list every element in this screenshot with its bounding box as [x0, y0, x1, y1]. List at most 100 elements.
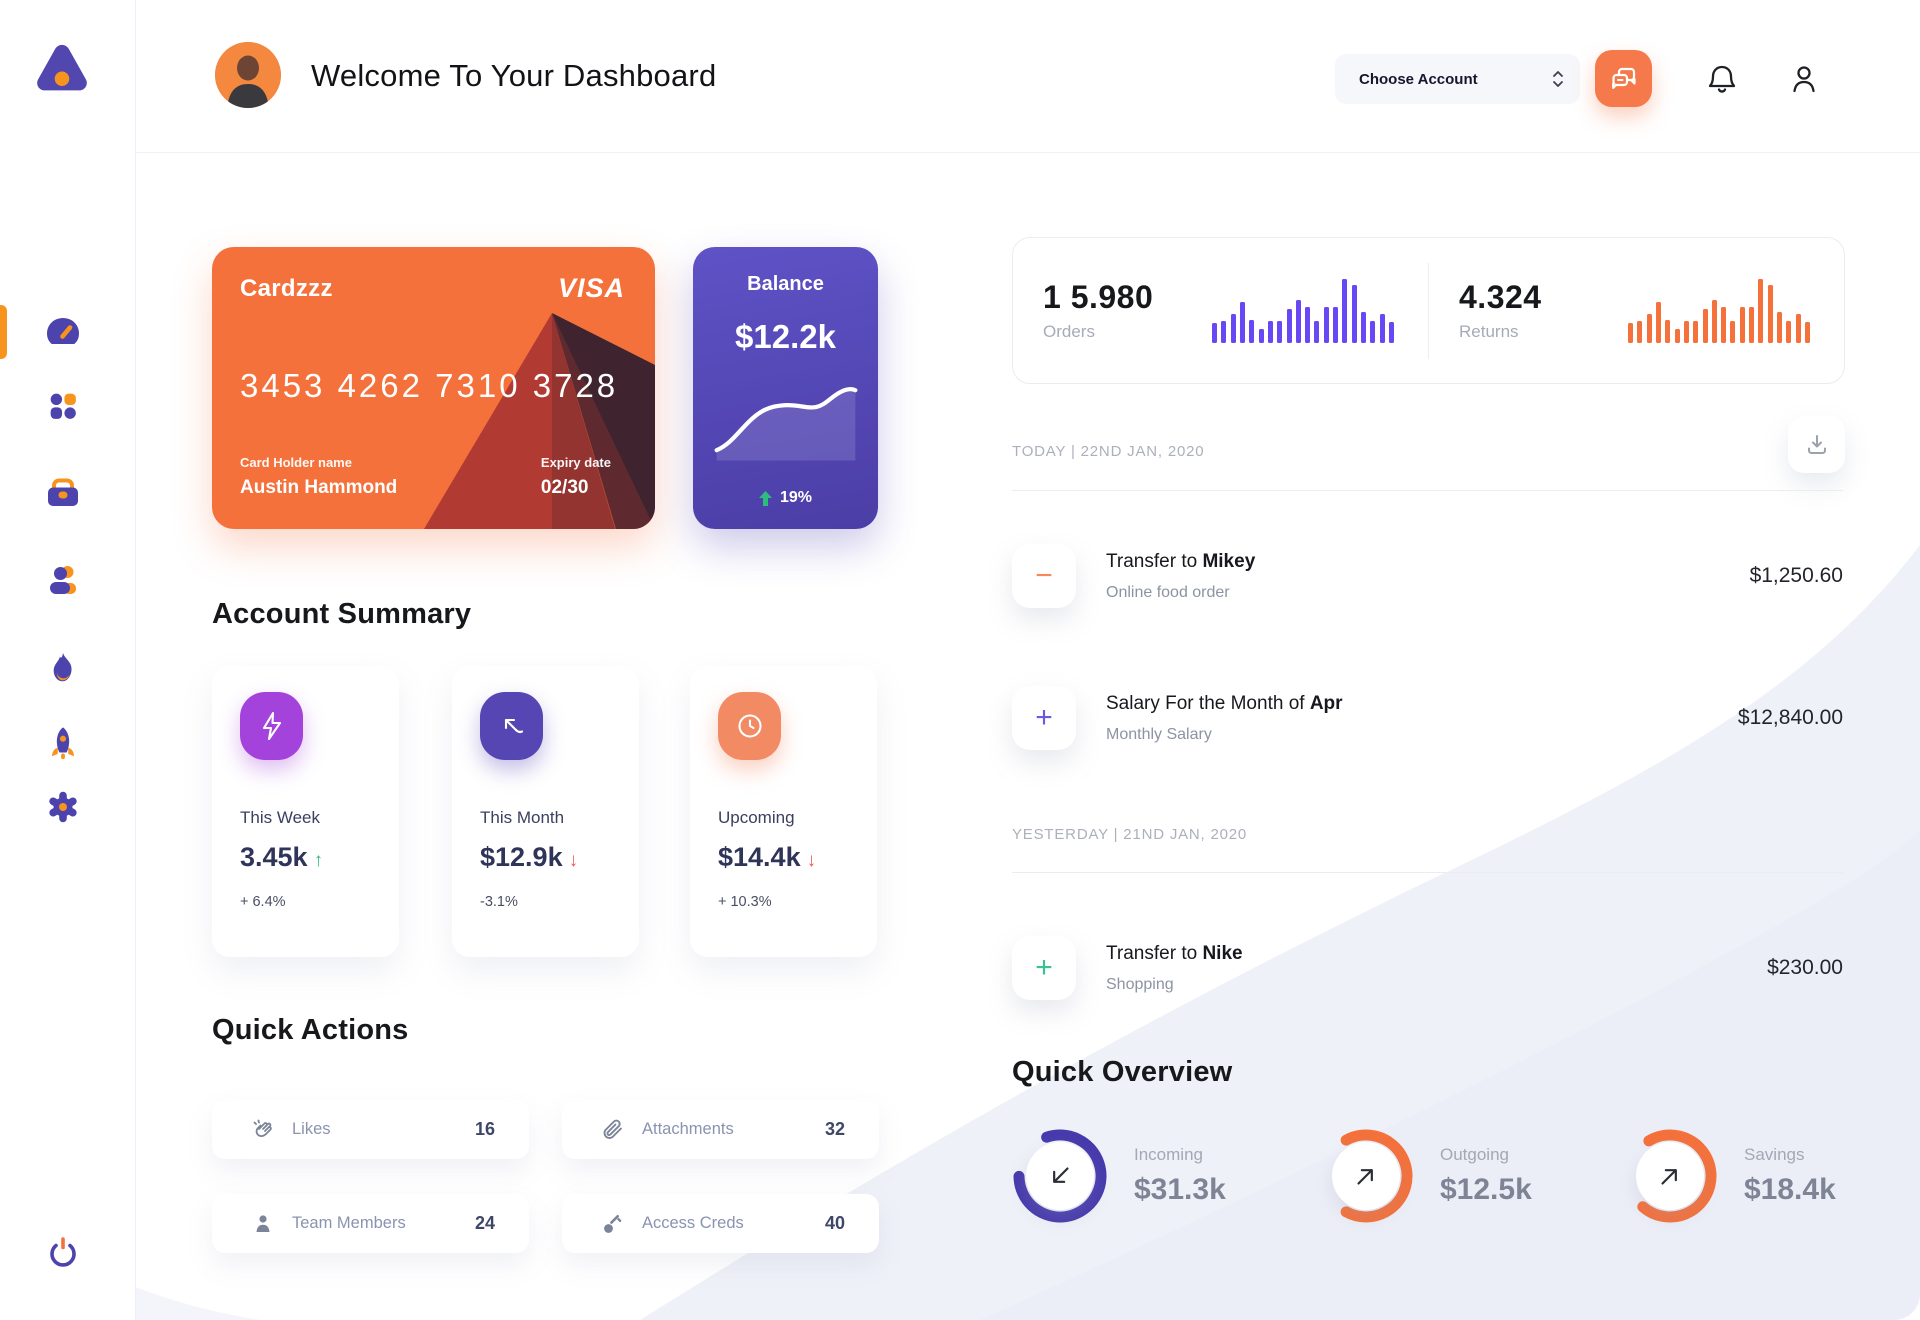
bar	[1758, 278, 1764, 343]
arrow-up-icon	[758, 490, 772, 506]
quick-action-count: 24	[474, 1213, 495, 1233]
overview-label: Outgoing	[1440, 1145, 1509, 1164]
sidebar-active-indicator	[0, 305, 7, 359]
account-summary-title: Account Summary	[212, 598, 472, 630]
transaction-amount: $12,840.00	[1737, 706, 1843, 729]
bar	[1295, 299, 1301, 343]
transaction-row[interactable]: − Transfer to Mikey Online food order $1…	[1012, 536, 1843, 616]
bank-card: Cardzzz VISA 3453 4262 7310 3728 Card Ho…	[212, 247, 655, 529]
bar	[1305, 307, 1311, 343]
bar	[1674, 329, 1680, 343]
download-button[interactable]	[1788, 416, 1845, 473]
quick-action-likes[interactable]: Likes 16	[212, 1100, 529, 1159]
quick-action-label: Team Members	[292, 1214, 406, 1232]
divider	[1012, 872, 1843, 873]
overview-savings: Savings $18.4k	[1622, 1128, 1836, 1224]
arrow-down-left-icon	[1053, 1167, 1069, 1183]
summary-change: -3.1%	[480, 894, 518, 910]
account-select[interactable]: Choose Account	[1335, 54, 1580, 104]
transaction-row[interactable]: + Salary For the Month of Apr Monthly Sa…	[1012, 678, 1843, 758]
briefcase-icon	[48, 478, 78, 506]
overview-incoming: Incoming $31.3k	[1012, 1128, 1226, 1224]
bar	[1702, 308, 1708, 343]
minus-icon: −	[1035, 559, 1053, 592]
today-date-label: TODAY | 22ND JAN, 2020	[1012, 443, 1205, 460]
orders-label: Orders	[1043, 322, 1095, 341]
balance-card: Balance $12.2k 19%	[693, 247, 878, 529]
transaction-sign-tile: +	[1012, 936, 1076, 1000]
bar	[1730, 321, 1736, 343]
sidebar-item-team[interactable]	[42, 559, 84, 601]
summary-change: + 6.4%	[240, 894, 286, 910]
transaction-subtitle: Online food order	[1106, 583, 1230, 601]
bar	[1693, 320, 1699, 343]
bar	[1804, 322, 1810, 343]
app-logo-icon[interactable]	[31, 40, 93, 100]
bar	[1230, 313, 1236, 343]
incoming-donut	[1012, 1128, 1108, 1224]
summary-label: Upcoming	[718, 808, 795, 827]
power-icon	[50, 1237, 76, 1267]
bar	[1314, 321, 1320, 343]
quick-action-count: 32	[824, 1119, 845, 1139]
transaction-subtitle: Monthly Salary	[1106, 725, 1212, 743]
dashboard-gauge-icon	[47, 318, 79, 344]
orders-bar-chart	[1212, 278, 1394, 343]
clock-icon	[718, 692, 781, 760]
header: Welcome To Your Dashboard Choose Account	[135, 0, 1920, 153]
chat-button[interactable]	[1595, 50, 1652, 107]
quick-overview-title: Quick Overview	[1012, 1056, 1233, 1088]
bar	[1323, 306, 1329, 343]
avatar[interactable]	[215, 42, 281, 108]
summary-change: + 10.3%	[718, 894, 772, 910]
summary-card-this-week: This Week 3.45k ↑ + 6.4%	[212, 666, 399, 957]
bar	[1628, 322, 1633, 343]
notifications-button[interactable]	[1703, 60, 1741, 98]
card-name: Cardzzz	[240, 275, 333, 302]
transaction-row[interactable]: + Transfer to Nike Shopping $230.00	[1012, 928, 1843, 1008]
transaction-amount: $230.00	[1767, 956, 1843, 979]
bar	[1351, 284, 1357, 343]
download-icon	[1807, 434, 1826, 454]
bar	[1267, 320, 1273, 343]
quick-actions-title: Quick Actions	[212, 1014, 409, 1046]
bar	[1749, 306, 1755, 343]
outgoing-donut	[1318, 1128, 1414, 1224]
member-icon	[250, 1213, 276, 1235]
sidebar-item-trending[interactable]	[42, 647, 84, 689]
card-holder-label: Card Holder name	[240, 455, 352, 470]
bar	[1379, 314, 1385, 343]
bar	[1646, 313, 1652, 343]
arrow-up-right-icon	[1357, 1169, 1373, 1185]
returns-stat: 4.324 Returns	[1429, 238, 1844, 383]
summary-card-this-month: This Month $12.9k ↓ -3.1%	[452, 666, 639, 957]
quick-action-team-members[interactable]: Team Members 24	[212, 1194, 529, 1253]
bar	[1333, 306, 1339, 343]
sidebar-item-launch[interactable]	[42, 722, 84, 764]
page-title: Welcome To Your Dashboard	[311, 58, 717, 93]
transaction-title: Salary For the Month of Apr	[1106, 692, 1343, 714]
user-icon	[1793, 66, 1815, 93]
bar	[1370, 320, 1376, 343]
header-divider	[135, 152, 1920, 153]
bar	[1258, 329, 1264, 343]
quick-action-access-creds[interactable]: Access Creds 40	[562, 1194, 879, 1253]
transaction-sign-tile: +	[1012, 686, 1076, 750]
plus-icon: +	[1035, 701, 1053, 734]
quick-action-attachments[interactable]: Attachments 32	[562, 1100, 879, 1159]
overview-value: $31.3k	[1134, 1173, 1226, 1206]
sidebar-item-logout[interactable]	[42, 1232, 84, 1274]
account-select-label: Choose Account	[1359, 70, 1478, 88]
apps-grid-icon	[50, 393, 76, 419]
summary-card-upcoming: Upcoming $14.4k ↓ + 10.3%	[690, 666, 877, 957]
stats-divider	[1428, 262, 1429, 359]
card-expiry-date: 02/30	[540, 477, 589, 498]
sidebar-item-dashboard[interactable]	[42, 310, 84, 352]
sidebar-item-apps[interactable]	[42, 385, 84, 427]
bar	[1739, 306, 1745, 343]
profile-button[interactable]	[1785, 60, 1823, 98]
sidebar-item-work[interactable]	[42, 472, 84, 514]
overview-value: $12.5k	[1440, 1173, 1532, 1206]
sidebar-item-settings[interactable]	[42, 786, 84, 828]
overview-label: Incoming	[1134, 1145, 1203, 1164]
